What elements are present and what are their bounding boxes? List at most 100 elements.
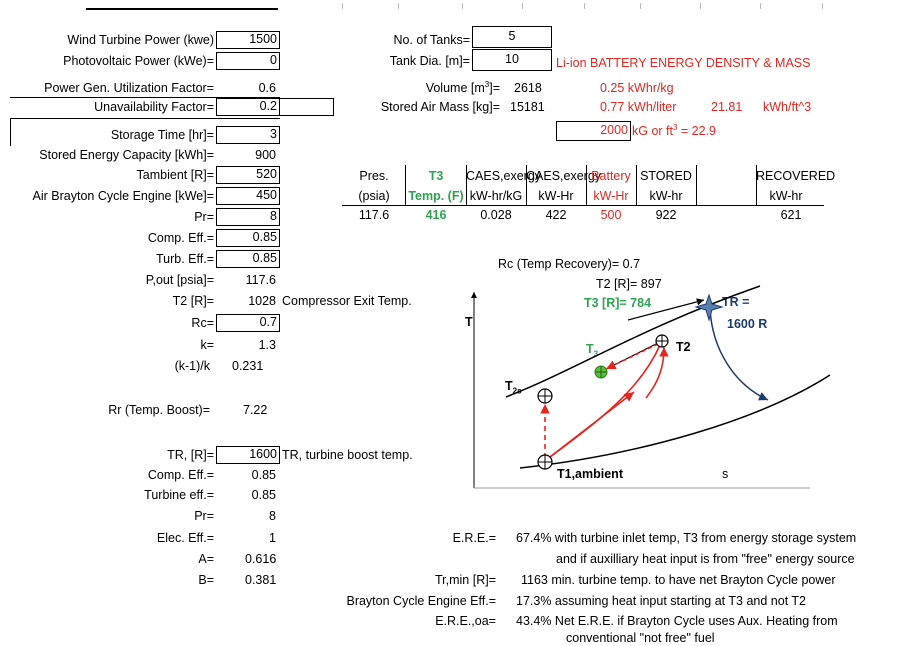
pr-label: Pr= [194, 210, 214, 224]
top-tick [700, 3, 701, 9]
tr-input[interactable]: 1600 [216, 446, 280, 464]
divider [10, 97, 280, 98]
table-cell: 0.028 [480, 208, 512, 222]
k-value: 1.3 [258, 338, 276, 352]
turb-eff-label: Turb. Eff.= [155, 252, 214, 266]
tanks-input[interactable]: 5 [472, 26, 552, 48]
state-t2-label: T2 [676, 340, 691, 354]
wind-input[interactable]: 1500 [216, 31, 280, 49]
table-header: Temp. (F) [408, 189, 464, 203]
k1k-label: (k-1)/k [174, 359, 210, 373]
table-header: Battery [591, 169, 631, 183]
density-input[interactable]: 2000 [556, 121, 631, 141]
mass-label: Stored Air Mass [kg]= [380, 100, 500, 114]
axis-s-label: s [722, 467, 729, 481]
low-pressure-isobar [519, 374, 831, 469]
table-divider [526, 165, 527, 205]
diagram-t2-text: T2 [R]= 897 [596, 277, 662, 291]
b-value: 0.381 [245, 573, 277, 587]
ereoa-label: E.R.E.,oa= [435, 614, 496, 628]
rc-input[interactable]: 0.7 [216, 314, 280, 332]
table-divider [696, 165, 697, 205]
mass-value: 15181 [510, 100, 545, 114]
tambient-label: Tambient [R]= [136, 168, 214, 182]
top-tick [584, 3, 585, 9]
brayton-eff-line: 17.3% assuming heat input starting at T3… [516, 594, 807, 608]
battery-kg: 0.25 kWhr/kg [600, 81, 674, 95]
k-label: k= [200, 338, 214, 352]
comp-eff-input[interactable]: 0.85 [216, 229, 280, 247]
brayton-input[interactable]: 450 [216, 187, 280, 205]
util-value: 0.6 [258, 81, 276, 95]
dia-input[interactable]: 10 [472, 49, 552, 71]
diagram-tr-line1: TR = [722, 295, 750, 309]
t2-value: 1028 [248, 294, 276, 308]
a-label: A= [198, 552, 214, 566]
state-t2-marker [655, 334, 669, 348]
table-header: CAES,exergy [466, 169, 542, 183]
table-header: T3 [428, 169, 444, 183]
top-tick [462, 3, 463, 9]
density-text: kG or ft3 = 22.9 [632, 122, 717, 138]
state-t3-label: T3 [586, 342, 599, 359]
unavail-input[interactable]: 0.2 [216, 98, 280, 116]
pout-label: P,out [psia]= [145, 273, 214, 287]
state-t1-marker [537, 454, 553, 470]
capacity-label: Stored Energy Capacity [kWh]= [39, 148, 214, 162]
battery-title: Li-ion BATTERY ENERGY DENSITY & MASS [556, 56, 811, 70]
util-label: Power Gen. Utilization Factor= [44, 81, 214, 95]
brayton-eff-label: Brayton Cycle Engine Eff.= [346, 594, 496, 608]
compression-red-mid [545, 391, 635, 461]
pr2-value: 8 [269, 509, 276, 523]
top-tick [342, 3, 343, 9]
rr-value: 7.22 [243, 403, 268, 417]
state-t2s-marker [537, 388, 553, 404]
tr-label: TR, [R]= [167, 448, 214, 462]
battery-ft3-unit: kWh/ft^3 [763, 100, 812, 114]
ere-label: E.R.E.= [452, 531, 496, 545]
dia-label: Tank Dia. [m]= [389, 54, 470, 68]
pout-value: 117.6 [245, 273, 276, 287]
top-border-left [86, 8, 278, 10]
pv-label: Photovoltaic Power (kWe)= [63, 54, 214, 68]
diagram-t3-text: T3 [R]= 784 [584, 296, 652, 310]
a-value: 0.616 [245, 552, 277, 566]
table-divider [466, 165, 467, 205]
tanks-label: No. of Tanks= [393, 33, 470, 47]
table-divider [586, 165, 587, 205]
rc-label: Rc= [191, 316, 214, 330]
table-header: kW-Hr [538, 189, 574, 203]
comp-eff-label: Comp. Eff.= [147, 231, 214, 245]
table-divider [342, 205, 824, 206]
battery-ft3: 21.81 [711, 100, 743, 114]
rc-recovery: Rc (Temp Recovery)= 0.7 [498, 257, 641, 271]
brayton-label: Air Brayton Cycle Engine [kWe]= [32, 189, 214, 203]
axis-t-label: T [465, 315, 473, 329]
t2-label: T2 [R]= [172, 294, 214, 308]
table-header: RECOVERED [756, 169, 836, 183]
ere-line1: 67.4% with turbine inlet temp, T3 from e… [516, 531, 857, 545]
pr-input[interactable]: 8 [216, 208, 280, 226]
capacity-value: 900 [255, 148, 276, 162]
table-cell: 621 [780, 208, 802, 222]
table-divider [636, 165, 637, 205]
top-tick [398, 3, 399, 9]
tambient-input[interactable]: 520 [216, 166, 280, 184]
elec-label: Elec. Eff.= [156, 531, 214, 545]
top-tick [822, 3, 823, 9]
comp2-value: 0.85 [251, 468, 276, 482]
battery-liter: 0.77 kWh/liter [600, 100, 677, 114]
table-cell: 500 [600, 208, 622, 222]
t2-note: Compressor Exit Temp. [282, 294, 412, 308]
table-header: STORED [640, 169, 692, 183]
diagram-tr-line2: 1600 R [727, 317, 768, 331]
divider [333, 98, 334, 116]
turb-eff-input[interactable]: 0.85 [216, 250, 280, 268]
b-label: B= [198, 573, 214, 587]
wind-label: Wind Turbine Power (kwe) [67, 33, 214, 47]
storage-input[interactable]: 3 [216, 126, 280, 144]
ere-line2: and if auxilliary heat input is from "fr… [556, 552, 855, 566]
lower-black-arrow [607, 342, 659, 369]
table-header: Pres. [359, 169, 389, 183]
pv-input[interactable]: 0 [216, 52, 280, 70]
